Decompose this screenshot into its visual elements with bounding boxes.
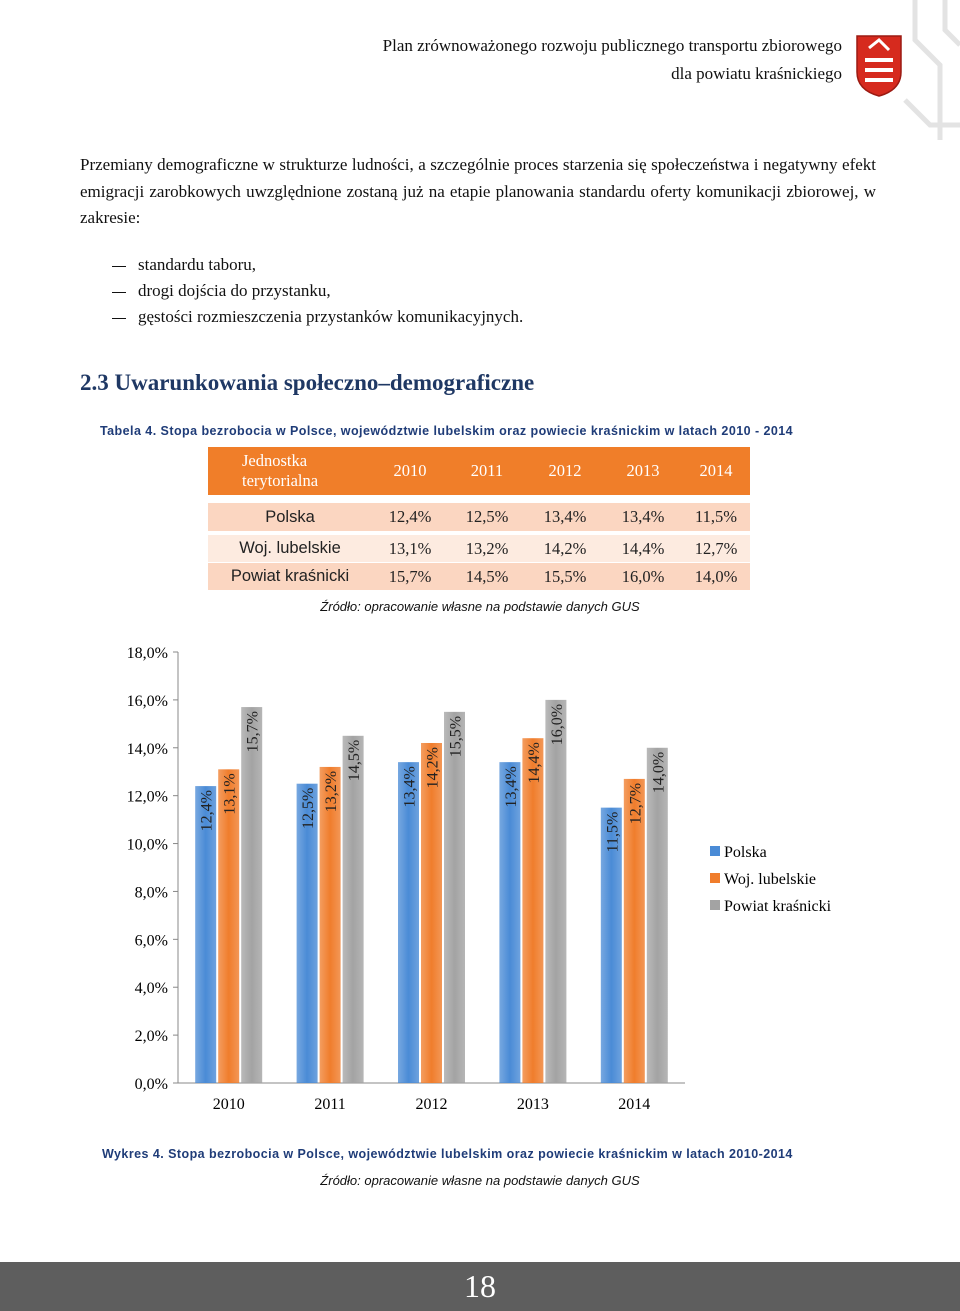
x-tick-label: 2013 (517, 1096, 549, 1113)
table-cell: 13,1% (372, 535, 448, 562)
y-tick-label: 10,0% (127, 837, 168, 854)
data-label: 13,2% (323, 771, 340, 812)
table-cell: 11,5% (682, 503, 750, 531)
y-tick-label: 4,0% (135, 980, 168, 997)
bar (342, 735, 364, 1083)
table-cell: 16,0% (604, 563, 682, 590)
bar (499, 762, 521, 1083)
legend-swatch (710, 873, 720, 883)
table-caption: Tabela 4. Stopa bezrobocia w Polsce, woj… (100, 424, 794, 438)
table-cell: 14,4% (604, 535, 682, 562)
list-item: drogi dojścia do przystanku, (138, 281, 331, 300)
bar (296, 783, 318, 1083)
table-cell: 12,4% (372, 503, 448, 531)
y-tick-label: 2,0% (135, 1028, 168, 1045)
y-tick-label: 16,0% (127, 693, 168, 710)
legend-swatch (710, 900, 720, 910)
data-label: 13,4% (503, 766, 520, 807)
x-tick-label: 2011 (314, 1096, 345, 1113)
x-tick-label: 2014 (618, 1096, 650, 1113)
table-source: Źródło: opracowanie własne na podstawie … (320, 599, 640, 614)
page-number: 18 (464, 1268, 496, 1304)
table-header-cell: 2010 (372, 447, 448, 495)
x-tick-label: 2010 (213, 1096, 245, 1113)
figure-source: Źródło: opracowanie własne na podstawie … (320, 1173, 640, 1188)
bar (241, 707, 263, 1083)
legend-label: Powiat kraśnicki (724, 898, 832, 915)
table-cell: 13,2% (448, 535, 526, 562)
table-cell: 14,2% (526, 535, 604, 562)
table: Jednostka terytorialna 2010 2011 2012 2013 20… (208, 447, 750, 590)
y-tick-label: 8,0% (135, 884, 168, 901)
bar (195, 786, 217, 1083)
bar (398, 762, 419, 1083)
data-label: 15,7% (245, 711, 262, 752)
figure-caption: Wykres 4. Stopa bezrobocia w Polsce, woj… (102, 1147, 793, 1161)
table-cell: Woj. lubelskie (208, 535, 372, 562)
list-item: standardu taboru, (138, 255, 257, 274)
data-label: 14,5% (346, 740, 363, 781)
table-cell: Powiat kraśnicki (208, 563, 372, 590)
footer: 18 (0, 1262, 960, 1311)
bar (600, 807, 622, 1083)
data-label: 13,4% (402, 766, 419, 807)
bar (646, 747, 668, 1083)
y-tick-label: 14,0% (127, 741, 168, 758)
paragraph: Przemiany demograficzne w strukturze lud… (80, 155, 876, 227)
table-cell: 13,4% (526, 503, 604, 531)
y-tick-label: 6,0% (135, 932, 168, 949)
bullet (112, 292, 126, 293)
legend-swatch (710, 846, 720, 856)
table-cell: 14,5% (448, 563, 526, 590)
data-label: 14,4% (526, 742, 543, 783)
table-cell: 12,5% (448, 503, 526, 531)
bar (545, 699, 567, 1083)
bullet (112, 318, 126, 319)
table-header-cell: 2011 (448, 447, 526, 495)
data-label: 11,5% (604, 812, 621, 853)
section-heading: 2.3 Uwarunkowania społeczno–demograficzn… (80, 370, 535, 395)
table-header-cell: Jednostka terytorialna (208, 447, 372, 495)
table-cell: 15,5% (526, 563, 604, 590)
header-line: Plan zrównoważonego rozwoju publicznego … (382, 36, 842, 55)
data-label: 12,4% (199, 790, 216, 831)
data-label: 15,5% (448, 716, 465, 757)
data-label: 16,0% (549, 704, 566, 745)
data-label: 13,1% (222, 773, 239, 814)
table-header-cell: 2013 (604, 447, 682, 495)
table-cell: Polska (208, 503, 372, 531)
table-cell: 13,4% (604, 503, 682, 531)
bullet (112, 266, 126, 267)
bar (522, 738, 544, 1083)
data-label: 12,7% (627, 783, 644, 824)
header-decoration (856, 0, 960, 140)
data-label: 12,5% (300, 788, 317, 829)
table-cell: 14,0% (682, 563, 750, 590)
y-tick-label: 12,0% (127, 789, 168, 806)
chart: 0,0% 2,0% 4,0% 6,0% 8,0% 10,0% 12,0% 14,0% 16,0%… (127, 645, 832, 1113)
data-label: 14,2% (425, 747, 442, 788)
bar (319, 766, 341, 1083)
y-tick-label: 0,0% (135, 1076, 168, 1093)
table-header-cell: 2012 (526, 447, 604, 495)
table-header-cell: 2014 (682, 447, 750, 495)
bar (444, 711, 465, 1083)
legend-label: Woj. lubelskie (724, 871, 816, 888)
data-label: 14,0% (650, 752, 667, 793)
legend-label: Polska (724, 844, 767, 861)
bar (218, 769, 240, 1083)
bar (623, 778, 645, 1083)
list-item: gęstości rozmieszczenia przystanków komu… (138, 307, 524, 326)
x-tick-label: 2012 (416, 1096, 448, 1113)
table-cell: 15,7% (372, 563, 448, 590)
y-tick-label: 18,0% (127, 645, 168, 662)
header-line: dla powiatu kraśnickiego (671, 64, 842, 83)
table-cell: 12,7% (682, 535, 750, 562)
bar (421, 742, 442, 1083)
